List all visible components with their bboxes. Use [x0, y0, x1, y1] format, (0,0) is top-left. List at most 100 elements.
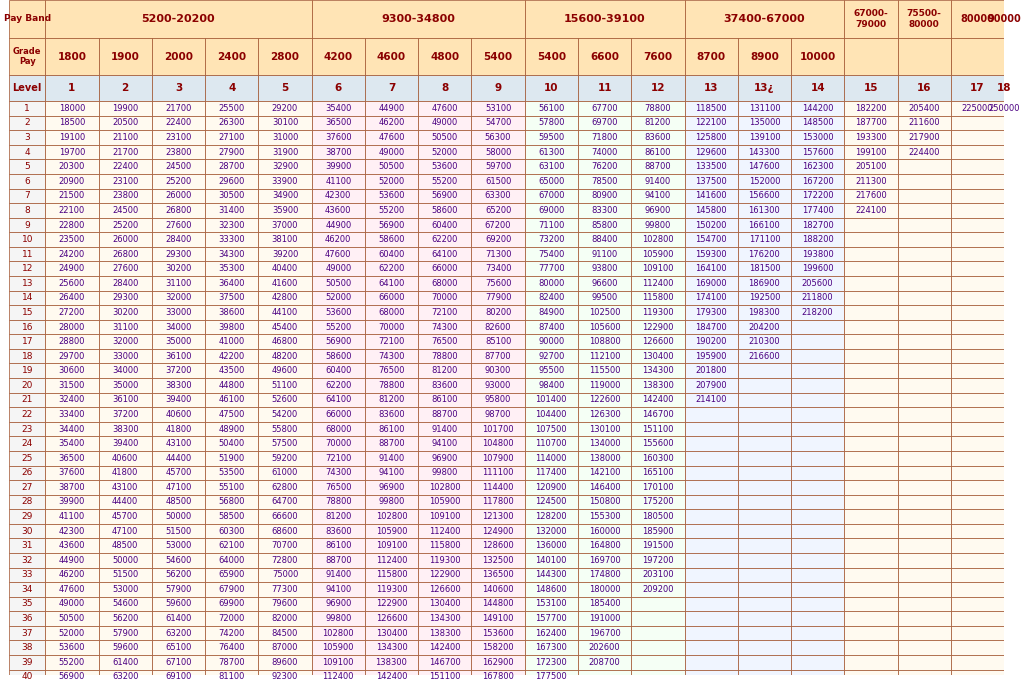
Bar: [631, 174, 684, 189]
Bar: [844, 37, 897, 76]
Bar: [631, 247, 684, 262]
Text: 69000: 69000: [538, 206, 565, 215]
Bar: [205, 597, 258, 612]
Text: 47600: 47600: [58, 585, 85, 594]
Bar: [631, 320, 684, 334]
Text: 122900: 122900: [429, 570, 460, 580]
Bar: [525, 37, 578, 76]
Bar: [99, 451, 152, 466]
Bar: [631, 349, 684, 364]
Text: 86100: 86100: [432, 396, 458, 405]
Text: 37200: 37200: [112, 410, 139, 419]
Bar: [311, 378, 364, 393]
Bar: [152, 422, 205, 437]
Bar: [364, 393, 419, 407]
Bar: [258, 101, 311, 116]
Text: 214100: 214100: [695, 396, 727, 405]
Bar: [738, 262, 791, 276]
Text: 67900: 67900: [218, 585, 245, 594]
Text: 20900: 20900: [59, 177, 85, 186]
Bar: [258, 218, 311, 232]
Text: 76200: 76200: [591, 162, 618, 171]
Bar: [152, 393, 205, 407]
Text: 158200: 158200: [482, 644, 514, 652]
Bar: [311, 640, 364, 655]
Bar: [472, 582, 525, 597]
Text: 34300: 34300: [218, 250, 245, 259]
Bar: [152, 130, 205, 145]
Bar: [205, 276, 258, 291]
Bar: [419, 203, 472, 218]
Bar: [419, 276, 472, 291]
Bar: [364, 101, 419, 116]
Bar: [684, 378, 738, 393]
Text: 41600: 41600: [272, 279, 298, 288]
Bar: [844, 437, 897, 451]
Text: 58500: 58500: [218, 512, 245, 521]
Bar: [419, 567, 472, 582]
Bar: [152, 582, 205, 597]
Bar: [152, 232, 205, 247]
Bar: [525, 232, 578, 247]
Text: 169000: 169000: [695, 279, 727, 288]
Bar: [152, 626, 205, 640]
Bar: [205, 247, 258, 262]
Text: 67100: 67100: [165, 658, 192, 667]
Text: 70000: 70000: [325, 439, 351, 448]
Text: 180000: 180000: [589, 585, 621, 594]
Bar: [258, 232, 311, 247]
Bar: [844, 159, 897, 174]
Text: 61000: 61000: [272, 469, 298, 477]
Text: 13¿: 13¿: [755, 83, 775, 93]
Text: 42300: 42300: [325, 191, 351, 200]
Bar: [364, 334, 419, 349]
Bar: [951, 291, 1004, 305]
Text: 207900: 207900: [695, 381, 727, 390]
Text: 1: 1: [25, 104, 31, 113]
Bar: [525, 640, 578, 655]
Text: 67700: 67700: [591, 104, 618, 113]
Text: 54600: 54600: [112, 599, 139, 609]
Bar: [99, 480, 152, 494]
Bar: [99, 437, 152, 451]
Bar: [578, 669, 631, 681]
Bar: [45, 480, 99, 494]
Bar: [205, 159, 258, 174]
Text: 130400: 130400: [429, 599, 460, 609]
Bar: [631, 509, 684, 524]
Bar: [9, 393, 45, 407]
Bar: [9, 612, 45, 626]
Text: 96900: 96900: [379, 483, 404, 492]
Text: 67200: 67200: [485, 221, 512, 229]
Bar: [364, 159, 419, 174]
Bar: [311, 567, 364, 582]
Text: 109100: 109100: [429, 512, 460, 521]
Bar: [631, 130, 684, 145]
Text: 35400: 35400: [325, 104, 351, 113]
Bar: [364, 203, 419, 218]
Text: 37600: 37600: [325, 133, 351, 142]
Text: 172200: 172200: [801, 191, 833, 200]
Bar: [897, 276, 951, 291]
Bar: [791, 626, 844, 640]
Text: 46200: 46200: [379, 118, 404, 127]
Text: 26000: 26000: [112, 235, 139, 244]
Bar: [525, 320, 578, 334]
Text: 60400: 60400: [379, 250, 404, 259]
Text: 139100: 139100: [748, 133, 780, 142]
Bar: [258, 669, 311, 681]
Text: 7600: 7600: [643, 52, 673, 61]
Bar: [738, 466, 791, 480]
Text: 26: 26: [21, 469, 33, 477]
Bar: [45, 364, 99, 378]
Bar: [897, 437, 951, 451]
Bar: [45, 669, 99, 681]
Text: 36400: 36400: [218, 279, 245, 288]
Bar: [951, 422, 1004, 437]
Text: 88400: 88400: [591, 235, 618, 244]
Bar: [897, 203, 951, 218]
Text: 32000: 32000: [165, 294, 192, 302]
Text: 34400: 34400: [59, 424, 85, 434]
Text: 70700: 70700: [272, 541, 298, 550]
Text: 10: 10: [544, 83, 558, 93]
